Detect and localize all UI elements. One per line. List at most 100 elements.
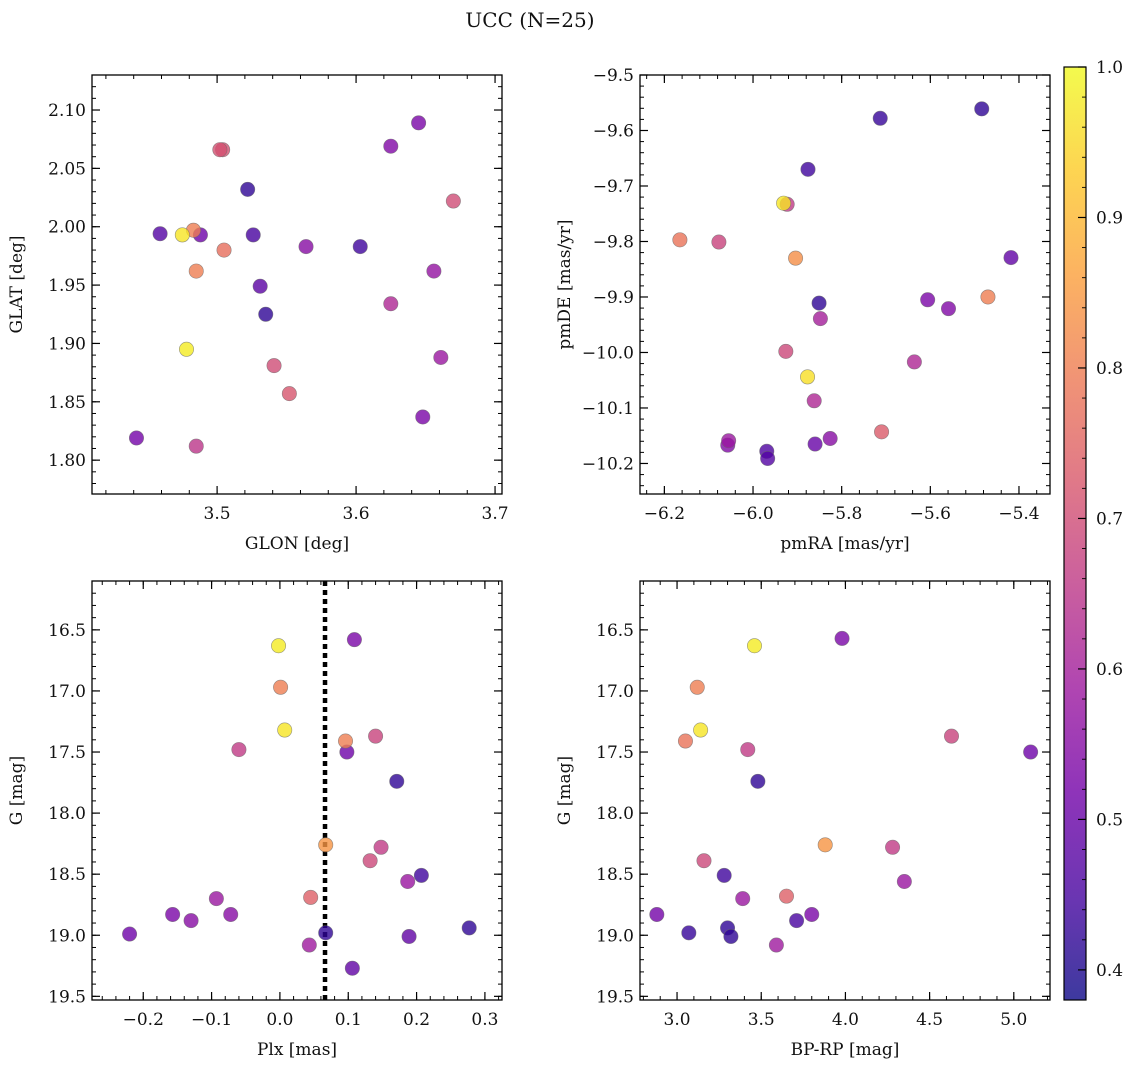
y-tick-label: 1.85: [48, 393, 86, 413]
data-point: [721, 433, 737, 449]
data-point: [681, 925, 697, 941]
y-tick-label: 17.5: [596, 743, 634, 763]
x-tick-label: 0.0: [266, 1010, 293, 1030]
data-point: [750, 773, 766, 789]
y-tick-label: −9.7: [593, 177, 634, 197]
y-tick-label: 17.0: [596, 682, 634, 702]
y-tick-label: 17.5: [48, 743, 86, 763]
panel-bprp-g: 3.0 3.5 4.0 4.5 5.0 16.5 17.0 17.5 18.0 18.5 19.0 1…: [555, 580, 1051, 1060]
y-tick-label: 16.5: [48, 621, 86, 641]
data-point: [318, 837, 334, 853]
plot-frame: [91, 74, 503, 495]
data-point: [776, 195, 792, 211]
x-tick-label: −5.8: [821, 504, 862, 524]
data-point: [208, 891, 224, 907]
data-point: [352, 239, 368, 255]
data-point: [789, 913, 805, 929]
data-point: [716, 867, 732, 883]
data-point: [266, 358, 282, 374]
data-point: [649, 906, 665, 922]
y-tick-label: 18.5: [596, 865, 634, 885]
data-point: [1023, 744, 1039, 760]
colorbar-tick-label: 1.0: [1096, 58, 1123, 78]
y-tick-label: 2.05: [48, 159, 86, 179]
data-point: [252, 278, 268, 294]
x-tick-label: 5.0: [1000, 1010, 1027, 1030]
x-tick-label: 4.5: [916, 1010, 943, 1030]
x-tick-label: 3.5: [748, 1010, 775, 1030]
y-tick-label: −9.8: [593, 232, 634, 252]
colorbar-tick-label: 0.7: [1096, 509, 1123, 529]
data-point: [373, 839, 389, 855]
data-point: [415, 409, 431, 425]
panel-plx-g: −0.2 −0.1 0.0 0.1 0.2 0.3 16.5 17.0 17.5 18.0 18.5…: [7, 580, 503, 1060]
y-tick-label: 18.0: [596, 804, 634, 824]
data-point: [696, 853, 712, 869]
data-point: [788, 250, 804, 266]
data-point: [368, 728, 384, 744]
x-tick-label: −0.2: [123, 1010, 164, 1030]
data-point: [746, 638, 762, 654]
x-tick-label: 0.3: [471, 1010, 498, 1030]
data-point: [778, 888, 794, 904]
panel-pmra-pmde: −6.2 −6.0 −5.8 −5.6 −5.4 −10.2 −10.1 −10.0 −9.9 −…: [555, 66, 1051, 554]
y-tick-label: 1.80: [48, 451, 86, 471]
data-point: [128, 430, 144, 446]
y-tick-label: 19.0: [596, 926, 634, 946]
x-tick-label: −0.1: [191, 1010, 232, 1030]
data-point: [1003, 250, 1019, 266]
data-point: [807, 436, 823, 452]
data-point: [804, 906, 820, 922]
data-point: [426, 263, 442, 279]
y-tick-label: 19.5: [48, 987, 86, 1007]
data-point: [896, 874, 912, 890]
y-tick-label: 18.0: [48, 804, 86, 824]
data-point: [231, 742, 247, 758]
data-point: [383, 138, 399, 154]
data-point: [216, 242, 232, 258]
data-point: [258, 306, 274, 322]
data-point: [812, 311, 828, 327]
x-axis-label: Plx [mas]: [257, 1040, 337, 1060]
data-point: [298, 239, 314, 255]
data-point: [693, 722, 709, 738]
colorbar-tick-label: 0.6: [1096, 660, 1123, 680]
plot-frame: [639, 74, 1051, 495]
data-point: [906, 354, 922, 370]
x-tick-label: 3.6: [343, 504, 370, 524]
data-point: [240, 181, 256, 197]
data-point: [273, 679, 289, 695]
x-tick-label: −6.0: [732, 504, 773, 524]
data-point: [445, 193, 461, 209]
y-tick-label: 17.0: [48, 682, 86, 702]
data-point: [281, 386, 297, 402]
data-point: [122, 926, 138, 942]
data-point: [245, 227, 261, 243]
colorbar-tick-label: 0.5: [1096, 810, 1123, 830]
data-point: [980, 289, 996, 305]
data-point: [389, 773, 405, 789]
x-tick-label: 3.5: [204, 504, 231, 524]
data-point: [689, 679, 705, 695]
y-tick-label: −10.1: [582, 399, 634, 419]
x-tick-label: 3.7: [482, 504, 509, 524]
x-tick-label: −5.4: [998, 504, 1039, 524]
data-point: [401, 928, 417, 944]
data-point: [433, 349, 449, 365]
y-tick-label: −10.2: [582, 454, 634, 474]
data-point: [817, 837, 833, 853]
data-point: [760, 450, 776, 466]
y-tick-label: 2.00: [48, 218, 86, 238]
data-point: [188, 438, 204, 454]
y-tick-label: 19.5: [596, 987, 634, 1007]
colorbar-tick-label: 0.4: [1096, 961, 1123, 981]
data-point: [383, 296, 399, 312]
y-tick-label: 19.0: [48, 926, 86, 946]
data-point: [303, 889, 319, 905]
colorbar: 0.4 0.5 0.6 0.7 0.8 0.9 1.0: [1063, 58, 1123, 1001]
data-point: [872, 110, 888, 126]
panel-glon-glat: 3.5 3.6 3.7 1.80 1.85 1.90 1.95 2.00 2.05 2.10 GLO…: [7, 74, 509, 554]
data-point: [165, 906, 181, 922]
